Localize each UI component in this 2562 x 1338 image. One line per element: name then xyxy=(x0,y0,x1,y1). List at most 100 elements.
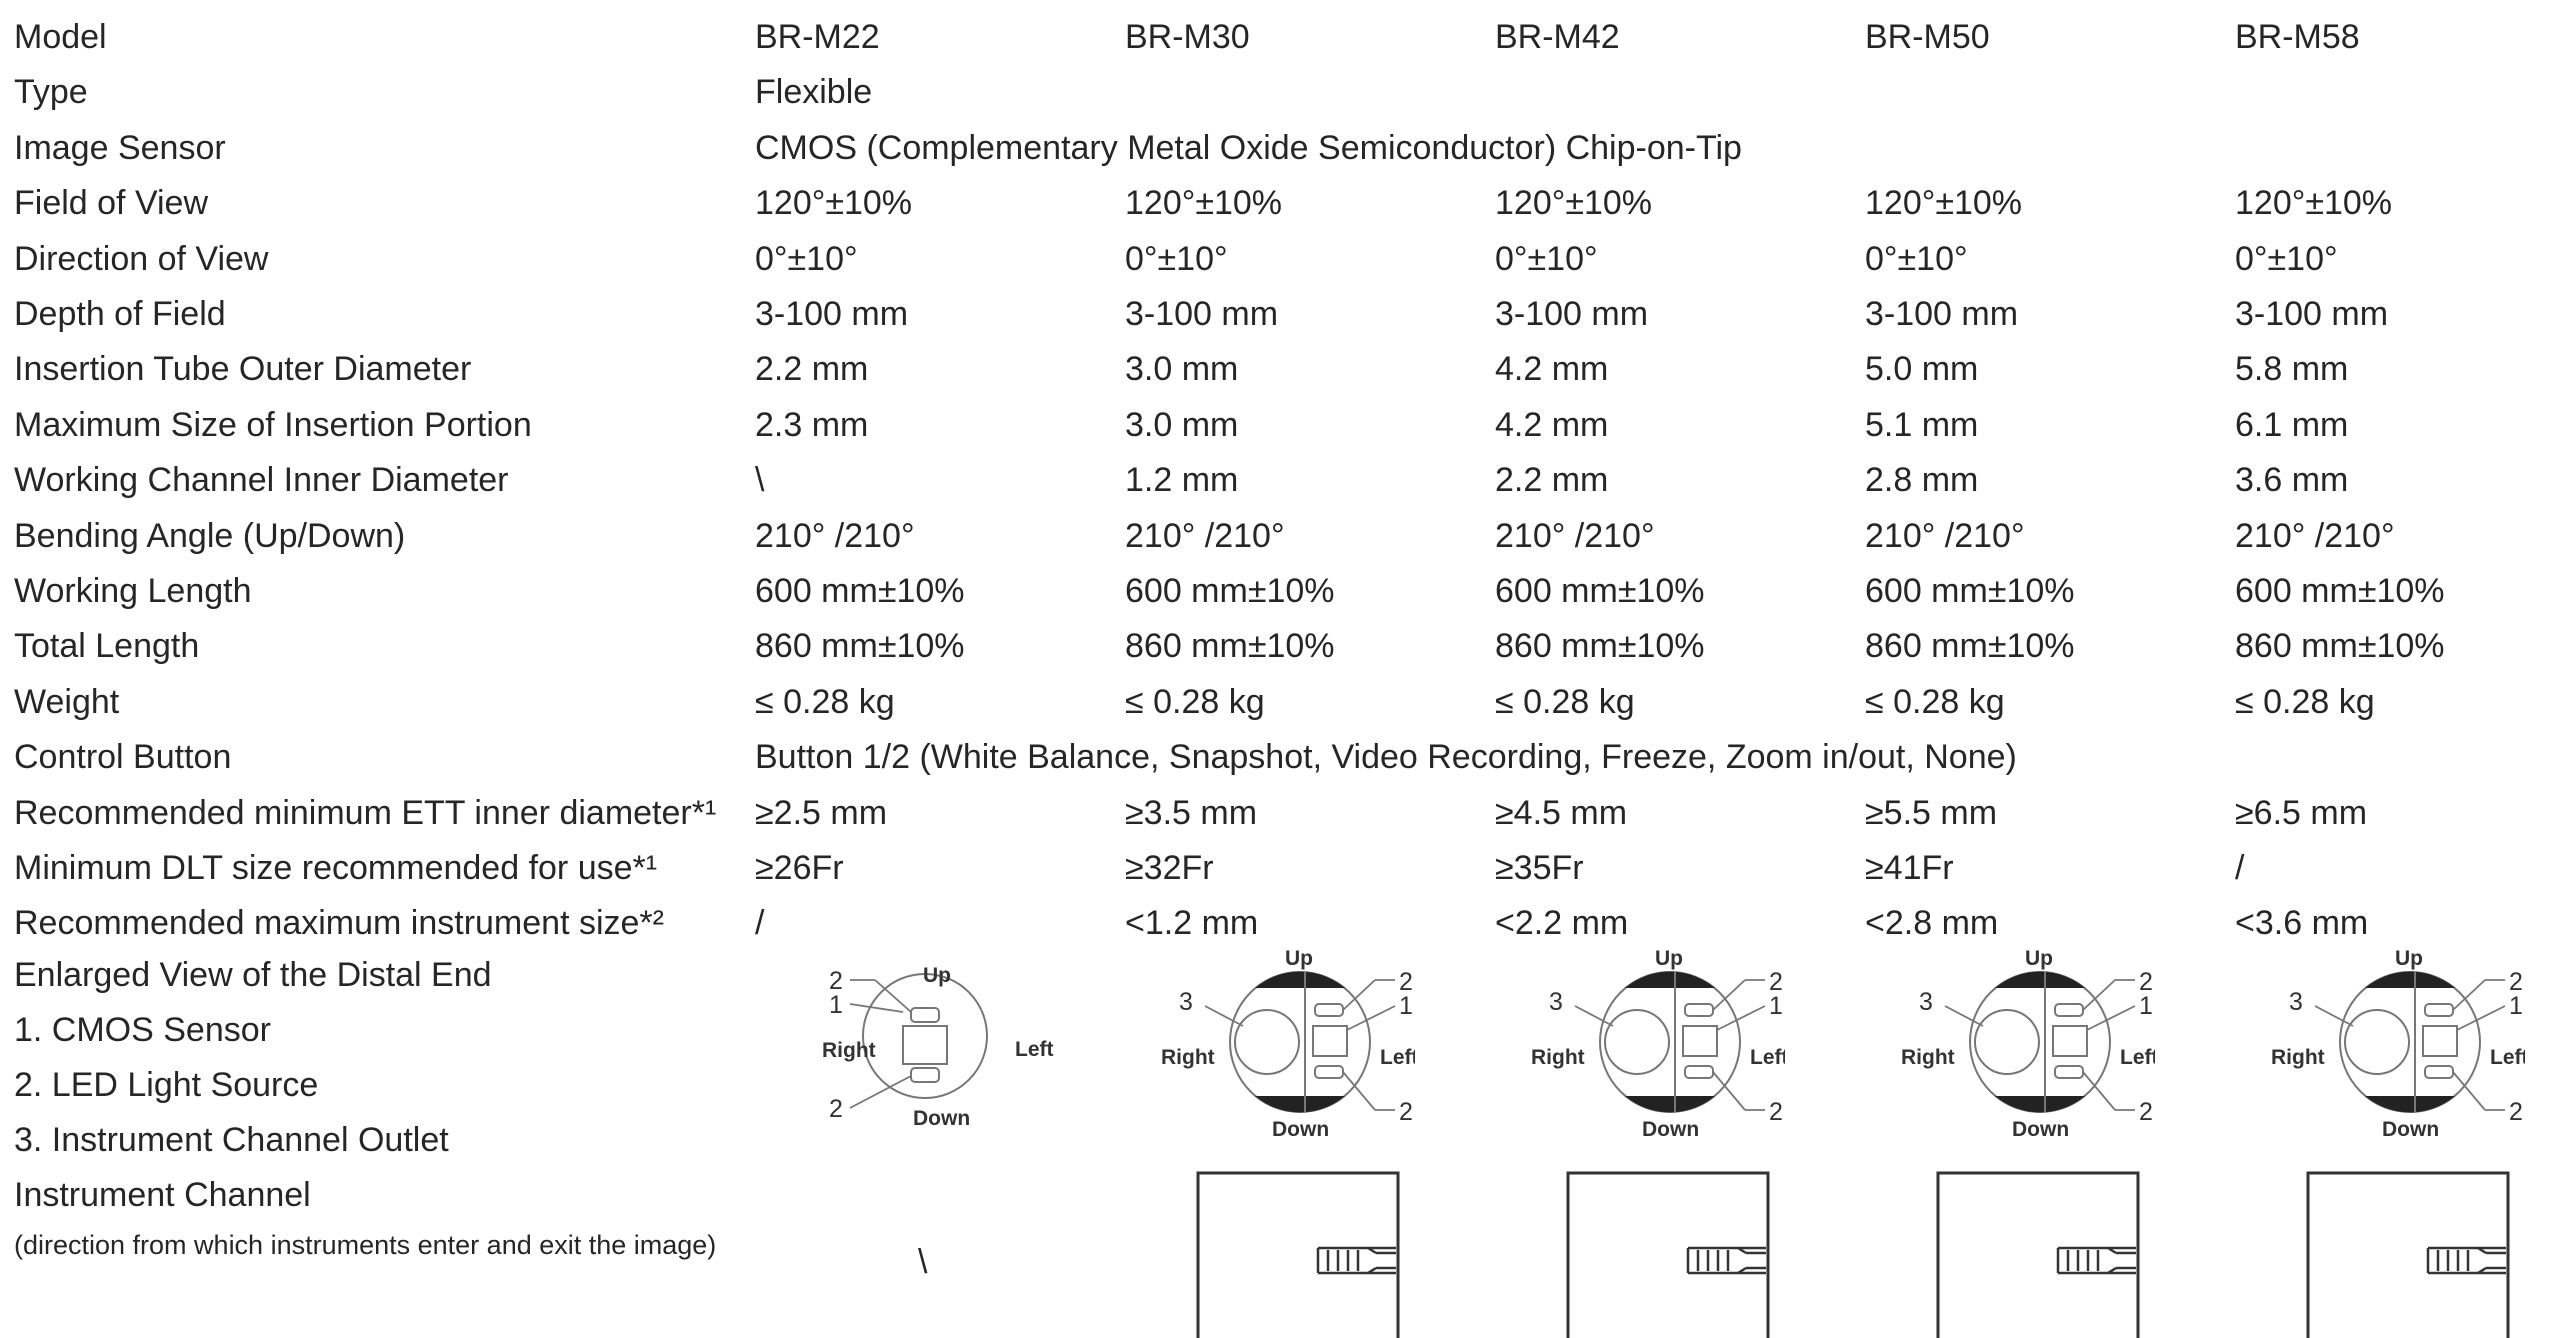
instrument-channel-diagram-br-m58 xyxy=(2306,1171,2510,1338)
cell-weight-br-m58: ≤ 0.28 kg xyxy=(2235,683,2375,721)
cell-working-channel-inner-diameter-br-m30: 1.2 mm xyxy=(1125,461,1239,499)
cell-recommended-minimum-ett-inner-diameter-br-m50: ≥5.5 mm xyxy=(1865,794,1998,832)
up-label: Up xyxy=(1285,950,1313,970)
row-label-insertion-tube-outer-diameter: Insertion Tube Outer Diameter xyxy=(14,350,472,388)
cell-minimum-dlt-size-recommended-for-use-br-m22: ≥26Fr xyxy=(755,849,844,887)
row-label-minimum-dlt-size-recommended-for-use: Minimum DLT size recommended for use*¹ xyxy=(14,849,658,887)
cmos-label: 1 xyxy=(1769,992,1783,1020)
left-label: Left xyxy=(2120,1046,2155,1069)
cell-weight-br-m50: ≤ 0.28 kg xyxy=(1865,683,2005,721)
cell-working-length-br-m58: 600 mm±10% xyxy=(2235,572,2445,610)
led-label-top: 2 xyxy=(2509,968,2523,996)
row-label-direction-of-view: Direction of View xyxy=(14,240,269,278)
cell-bending-angle-up-down-br-m50: 210° /210° xyxy=(1865,517,2025,555)
cell-minimum-dlt-size-recommended-for-use-br-m58: / xyxy=(2235,849,2245,887)
left-label: Left xyxy=(1750,1046,1785,1069)
cell-maximum-size-of-insertion-portion-br-m50: 5.1 mm xyxy=(1865,406,1979,444)
down-label: Down xyxy=(1272,1118,1329,1141)
cell-working-length-br-m42: 600 mm±10% xyxy=(1495,572,1705,610)
cell-insertion-tube-outer-diameter-br-m30: 3.0 mm xyxy=(1125,350,1239,388)
cell-direction-of-view-br-m30: 0°±10° xyxy=(1125,240,1228,278)
cell-model-br-m50: BR-M50 xyxy=(1865,18,1990,56)
cell-maximum-size-of-insertion-portion-br-m42: 4.2 mm xyxy=(1495,406,1609,444)
led-label-top: 2 xyxy=(1399,968,1413,996)
cell-total-length-br-m42: 860 mm±10% xyxy=(1495,627,1705,665)
row-label-type: Type xyxy=(14,73,88,111)
cell-depth-of-field-br-m58: 3-100 mm xyxy=(2235,295,2389,333)
instrument-channel-diagram-br-m50 xyxy=(1936,1171,2140,1338)
cell-field-of-view-br-m22: 120°±10% xyxy=(755,184,913,222)
cell-minimum-dlt-size-recommended-for-use-br-m30: ≥32Fr xyxy=(1125,849,1214,887)
left-label: Left xyxy=(2490,1046,2525,1069)
row-label-bending-angle-up-down: Bending Angle (Up/Down) xyxy=(14,517,406,555)
cell-weight-br-m22: ≤ 0.28 kg xyxy=(755,683,895,721)
cell-working-length-br-m30: 600 mm±10% xyxy=(1125,572,1335,610)
instrument-channel-br-m22: \ xyxy=(918,1243,928,1281)
row-label-depth-of-field: Depth of Field xyxy=(14,295,226,333)
row-label-recommended-maximum-instrument-size: Recommended maximum instrument size*² xyxy=(14,904,664,942)
led-label-top: 2 xyxy=(829,967,843,995)
cell-model-br-m58: BR-M58 xyxy=(2235,18,2360,56)
right-label: Right xyxy=(2271,1046,2325,1069)
cmos-label: 1 xyxy=(829,991,843,1019)
cell-maximum-size-of-insertion-portion-br-m22: 2.3 mm xyxy=(755,406,869,444)
right-label: Right xyxy=(1161,1046,1215,1069)
led-label-top: 2 xyxy=(2139,968,2153,996)
cell-maximum-size-of-insertion-portion-br-m58: 6.1 mm xyxy=(2235,406,2349,444)
cell-recommended-minimum-ett-inner-diameter-br-m30: ≥3.5 mm xyxy=(1125,794,1258,832)
left-label: Left xyxy=(1380,1046,1415,1069)
cell-direction-of-view-br-m50: 0°±10° xyxy=(1865,240,1968,278)
instrument-channel-diagram-br-m42 xyxy=(1566,1171,1770,1338)
distal-end-diagram-br-m22: 2 1 2 Up Down Right Left xyxy=(822,964,1054,1130)
right-label: Right xyxy=(1901,1046,1955,1069)
legend-led-light-source: 2. LED Light Source xyxy=(14,1066,319,1104)
cell-field-of-view-br-m58: 120°±10% xyxy=(2235,184,2393,222)
row-label-recommended-minimum-ett-inner-diameter: Recommended minimum ETT inner diameter*¹ xyxy=(14,794,717,832)
distal-end-title: Enlarged View of the Distal End xyxy=(14,956,492,994)
cell-insertion-tube-outer-diameter-br-m50: 5.0 mm xyxy=(1865,350,1979,388)
cell-working-channel-inner-diameter-br-m58: 3.6 mm xyxy=(2235,461,2349,499)
cell-field-of-view-br-m42: 120°±10% xyxy=(1495,184,1653,222)
down-label: Down xyxy=(913,1107,970,1130)
cell-recommended-maximum-instrument-size-br-m58: <3.6 mm xyxy=(2235,904,2369,942)
legend-instrument-channel-outlet: 3. Instrument Channel Outlet xyxy=(14,1121,449,1159)
legend-cmos-sensor: 1. CMOS Sensor xyxy=(14,1011,271,1049)
row-label-weight: Weight xyxy=(14,683,120,721)
distal-end-diagram-br-m58: 3 2 1 2 Up Down Right Left xyxy=(2271,950,2525,1141)
instrument-channel-note: (direction from which instruments enter … xyxy=(14,1230,717,1260)
cell-type-br-m22: Flexible xyxy=(755,73,873,111)
cell-total-length-br-m50: 860 mm±10% xyxy=(1865,627,2075,665)
cmos-label: 1 xyxy=(2139,992,2153,1020)
cell-recommended-minimum-ett-inner-diameter-br-m58: ≥6.5 mm xyxy=(2235,794,2368,832)
up-label: Up xyxy=(923,964,951,987)
cell-model-br-m30: BR-M30 xyxy=(1125,18,1250,56)
cell-minimum-dlt-size-recommended-for-use-br-m50: ≥41Fr xyxy=(1865,849,1954,887)
instrument-channel-diagram-br-m30 xyxy=(1196,1171,1400,1338)
cell-direction-of-view-br-m42: 0°±10° xyxy=(1495,240,1598,278)
down-label: Down xyxy=(1642,1118,1699,1141)
row-label-working-channel-inner-diameter: Working Channel Inner Diameter xyxy=(14,461,509,499)
instrument-channel-title: Instrument Channel xyxy=(14,1176,311,1214)
led-label-bottom: 2 xyxy=(1769,1098,1783,1126)
distal-end-diagram-br-m50: 3 2 1 2 Up Down Right Left xyxy=(1901,950,2155,1141)
down-label: Down xyxy=(2382,1118,2439,1141)
cell-recommended-maximum-instrument-size-br-m50: <2.8 mm xyxy=(1865,904,1999,942)
led-label-bottom: 2 xyxy=(1399,1098,1413,1126)
cell-depth-of-field-br-m30: 3-100 mm xyxy=(1125,295,1279,333)
cell-insertion-tube-outer-diameter-br-m42: 4.2 mm xyxy=(1495,350,1609,388)
cell-depth-of-field-br-m22: 3-100 mm xyxy=(755,295,909,333)
cell-depth-of-field-br-m42: 3-100 mm xyxy=(1495,295,1649,333)
right-label: Right xyxy=(1531,1046,1585,1069)
cell-bending-angle-up-down-br-m58: 210° /210° xyxy=(2235,517,2395,555)
row-label-image-sensor: Image Sensor xyxy=(14,129,226,167)
right-label: Right xyxy=(822,1039,876,1062)
cell-working-length-br-m22: 600 mm±10% xyxy=(755,572,965,610)
cell-bending-angle-up-down-br-m42: 210° /210° xyxy=(1495,517,1655,555)
row-label-control-button: Control Button xyxy=(14,738,232,776)
channel-outlet-label: 3 xyxy=(1179,988,1193,1016)
cmos-label: 1 xyxy=(2509,992,2523,1020)
up-label: Up xyxy=(1655,950,1683,970)
cell-field-of-view-br-m30: 120°±10% xyxy=(1125,184,1283,222)
cell-image-sensor-br-m22: CMOS (Complementary Metal Oxide Semicond… xyxy=(755,129,1742,167)
cell-recommended-minimum-ett-inner-diameter-br-m42: ≥4.5 mm xyxy=(1495,794,1628,832)
